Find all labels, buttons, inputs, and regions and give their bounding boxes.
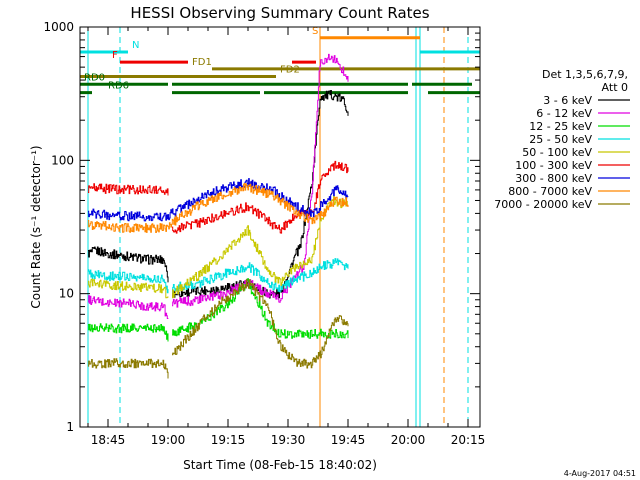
legend-detector-info-1: Att 0 bbox=[602, 81, 628, 94]
legend-label-12-25-kev: 12 - 25 keV bbox=[529, 120, 592, 133]
y-tick-label-1: 10 bbox=[59, 287, 74, 301]
series-lines bbox=[88, 53, 349, 379]
timestamp-label: 4-Aug-2017 04:51 bbox=[564, 469, 636, 478]
series-line-7000-20000-kev-1 bbox=[172, 279, 349, 369]
x-tick-label-3: 19:30 bbox=[271, 433, 306, 447]
chart-title: HESSI Observing Summary Count Rates bbox=[130, 4, 429, 22]
flag-label-n: N bbox=[132, 40, 139, 51]
y-tick-label-2: 100 bbox=[51, 153, 74, 167]
series-line-25-50-kev-0 bbox=[88, 269, 169, 294]
legend-label-800-7000-kev: 800 - 7000 keV bbox=[508, 185, 592, 198]
legend-label-25-50-kev: 25 - 50 keV bbox=[529, 133, 592, 146]
legend-detector-info-0: Det 1,3,5,6,7,9, bbox=[542, 68, 628, 81]
x-tick-label-1: 19:00 bbox=[151, 433, 186, 447]
flag-label-rd6: RD6 bbox=[108, 81, 129, 92]
flag-label-s: S bbox=[312, 26, 318, 37]
x-tick-label-5: 20:00 bbox=[391, 433, 426, 447]
series-line-3-6-kev-0 bbox=[88, 246, 169, 283]
series-line-6-12-kev-1 bbox=[172, 53, 349, 308]
flag-label-f: F bbox=[112, 50, 118, 61]
flag-label-fd2: FD2 bbox=[280, 65, 300, 76]
series-line-7000-20000-kev-0 bbox=[88, 358, 169, 379]
y-axis: 1 10 100 1000 bbox=[43, 20, 480, 434]
series-line-25-50-kev-1 bbox=[172, 258, 349, 293]
series-line-50-100-kev-0 bbox=[88, 278, 169, 299]
series-line-6-12-kev-0 bbox=[88, 295, 169, 319]
legend-label-100-300-kev: 100 - 300 keV bbox=[515, 159, 592, 172]
series-line-100-300-kev-0 bbox=[88, 183, 169, 196]
series-line-100-300-kev-1 bbox=[172, 160, 349, 234]
x-axis: 18:45 19:00 19:15 19:30 19:45 20:00 20:15 bbox=[87, 27, 486, 447]
flag-label-fd1: FD1 bbox=[192, 57, 212, 68]
x-axis-label: Start Time (08-Feb-15 18:40:02) bbox=[183, 458, 377, 472]
legend-label-7000-20000-kev: 7000 - 20000 keV bbox=[494, 198, 592, 211]
series-line-800-7000-kev-0 bbox=[88, 183, 349, 233]
legend-label-300-800-kev: 300 - 800 keV bbox=[515, 172, 592, 185]
plot-frame bbox=[79, 26, 481, 428]
x-tick-label-0: 18:45 bbox=[91, 433, 126, 447]
y-tick-label-0: 1 bbox=[66, 420, 74, 434]
flag-label-rd0: RD0 bbox=[84, 72, 105, 83]
legend-label-3-6-kev: 3 - 6 keV bbox=[543, 94, 592, 107]
y-axis-label: Count Rate (s⁻¹ detector⁻¹) bbox=[29, 145, 43, 308]
y-tick-label-3: 1000 bbox=[43, 20, 74, 34]
series-line-300-800-kev-0 bbox=[88, 178, 349, 222]
x-tick-label-4: 19:45 bbox=[331, 433, 366, 447]
series-line-12-25-kev-0 bbox=[88, 323, 169, 342]
series-line-50-100-kev-1 bbox=[172, 196, 349, 299]
legend-label-6-12-kev: 6 - 12 keV bbox=[536, 107, 592, 120]
x-tick-label-2: 19:15 bbox=[211, 433, 246, 447]
legend-label-50-100-kev: 50 - 100 keV bbox=[522, 146, 592, 159]
x-tick-label-6: 20:15 bbox=[451, 433, 486, 447]
